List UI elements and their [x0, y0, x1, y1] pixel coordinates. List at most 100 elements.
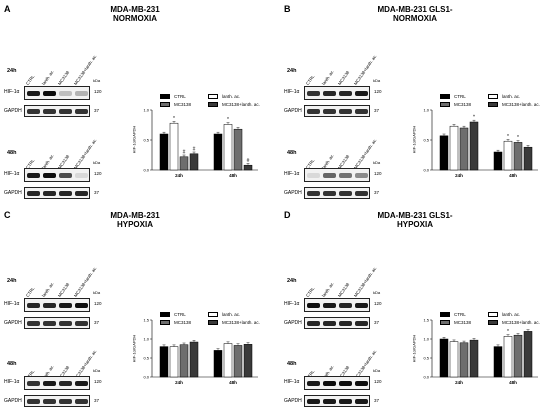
- protein-band: [307, 381, 320, 386]
- protein-band: [75, 191, 88, 196]
- hif1a-row-label: HIF-1α: [284, 379, 300, 385]
- time-label: 24h: [7, 68, 17, 74]
- protein-band: [307, 303, 320, 308]
- legend-swatch: [208, 320, 218, 326]
- bar: [169, 346, 179, 378]
- bar: [233, 128, 243, 171]
- protein-band: [339, 109, 352, 114]
- legend-entry: lanth. ac.: [488, 94, 521, 100]
- significance-mark: #: [183, 150, 186, 156]
- protein-band: [307, 173, 320, 178]
- panel-letter: A: [4, 4, 11, 14]
- panel-title-line2: HYPOXIA: [396, 220, 433, 229]
- x-tick-label: 24h: [175, 380, 183, 385]
- protein-band: [75, 321, 88, 326]
- protein-band: [307, 191, 320, 196]
- gapdh-row-label: GAPDH: [4, 190, 22, 196]
- legend-label: MC3138: [454, 102, 472, 107]
- protein-band: [59, 173, 72, 178]
- bar: [159, 133, 169, 171]
- panel-title-line1: MDA-MB-231: [110, 211, 160, 220]
- x-tick-label: 24h: [175, 173, 183, 178]
- protein-band: [27, 191, 40, 196]
- protein-band: [323, 173, 336, 178]
- protein-band: [27, 321, 40, 326]
- legend-entry: lanth. ac.: [208, 94, 240, 100]
- protein-band: [323, 399, 336, 404]
- molecular-weight-label: 120: [374, 171, 382, 176]
- lane-label: MC3138: [56, 69, 71, 86]
- significance-mark: *: [227, 117, 229, 123]
- protein-band: [43, 191, 56, 196]
- protein-band: [339, 173, 352, 178]
- legend-entry: CTRL: [440, 312, 466, 318]
- bar-chart: 0.0 0.5 1.0 1.5 24h 48h: [143, 318, 258, 385]
- x-tick-label: 24h: [455, 380, 463, 385]
- protein-band: [307, 91, 320, 96]
- bar: [449, 125, 459, 171]
- legend-label: lanth. ac.: [222, 312, 241, 317]
- protein-band: [355, 173, 368, 178]
- kda-label: kDa: [373, 78, 381, 83]
- legend-entry: CTRL: [160, 94, 186, 100]
- lane-label: MC3138: [336, 281, 351, 298]
- molecular-weight-label: 120: [374, 379, 382, 384]
- protein-band: [75, 399, 88, 404]
- legend-swatch: [440, 312, 450, 318]
- legend-entry: lanth. ac.: [488, 312, 520, 318]
- protein-band: [59, 381, 72, 386]
- y-tick-label: 1.5: [143, 318, 149, 323]
- molecular-weight-label: 120: [94, 89, 102, 94]
- gapdh-blot: [304, 105, 370, 117]
- panel-title-line2: HYPOXIA: [116, 220, 153, 229]
- legend-swatch: [488, 102, 498, 108]
- y-tick-label: 0.5: [423, 138, 429, 143]
- protein-band: [43, 173, 56, 178]
- hif1a-row-label: HIF-1α: [4, 89, 20, 95]
- legend-entry: MC3138+lanth. ac.: [208, 102, 260, 108]
- legend-label: lanth. ac.: [502, 94, 521, 99]
- protein-band: [59, 91, 72, 96]
- legend-entry: CTRL: [440, 94, 466, 100]
- bar-chart: 0.0 0.5 1.0 24h 48h * * *: [423, 108, 538, 178]
- protein-band: [323, 321, 336, 326]
- legend-swatch: [208, 102, 218, 108]
- hif1a-blot: [304, 168, 370, 182]
- x-tick-label: 24h: [455, 173, 463, 178]
- protein-band: [75, 109, 88, 114]
- gapdh-row-label: GAPDH: [284, 320, 302, 326]
- protein-band: [339, 399, 352, 404]
- legend-entry: MC3138: [440, 320, 471, 326]
- legend-swatch: [160, 94, 170, 100]
- lane-label: MC3138: [56, 281, 71, 298]
- bar: [223, 124, 233, 171]
- protein-band: [339, 191, 352, 196]
- kda-label: kDa: [93, 160, 101, 165]
- lane-label: lanth. ac.: [40, 280, 56, 298]
- kda-label: kDa: [373, 290, 381, 295]
- protein-band: [355, 91, 368, 96]
- bar: [523, 146, 533, 171]
- x-tick-label: 48h: [229, 173, 237, 178]
- bar-chart: 0.0 0.5 1.0 24h 48h * # # * #: [143, 108, 258, 178]
- molecular-weight-label: 120: [374, 89, 382, 94]
- kda-label: kDa: [93, 78, 101, 83]
- legend-swatch: [440, 102, 450, 108]
- y-axis-label: HIF-1α/GAPDH: [411, 125, 417, 154]
- kda-label: kDa: [93, 368, 101, 373]
- protein-band: [323, 109, 336, 114]
- molecular-weight-label: 37: [374, 190, 380, 195]
- protein-band: [27, 91, 40, 96]
- lane-label: CTRL: [24, 285, 36, 298]
- bar: [459, 127, 469, 171]
- x-tick-label: 48h: [509, 380, 517, 385]
- legend-entry: lanth. ac.: [208, 312, 241, 318]
- bar: [459, 342, 469, 378]
- y-tick-label: 0.5: [423, 356, 429, 361]
- lane-label: MC3138: [336, 69, 351, 86]
- y-tick-label: 1.0: [143, 108, 149, 113]
- bar: [169, 122, 179, 171]
- time-label: 24h: [7, 278, 17, 284]
- lane-label: lanth. ac.: [320, 280, 336, 298]
- protein-band: [27, 381, 40, 386]
